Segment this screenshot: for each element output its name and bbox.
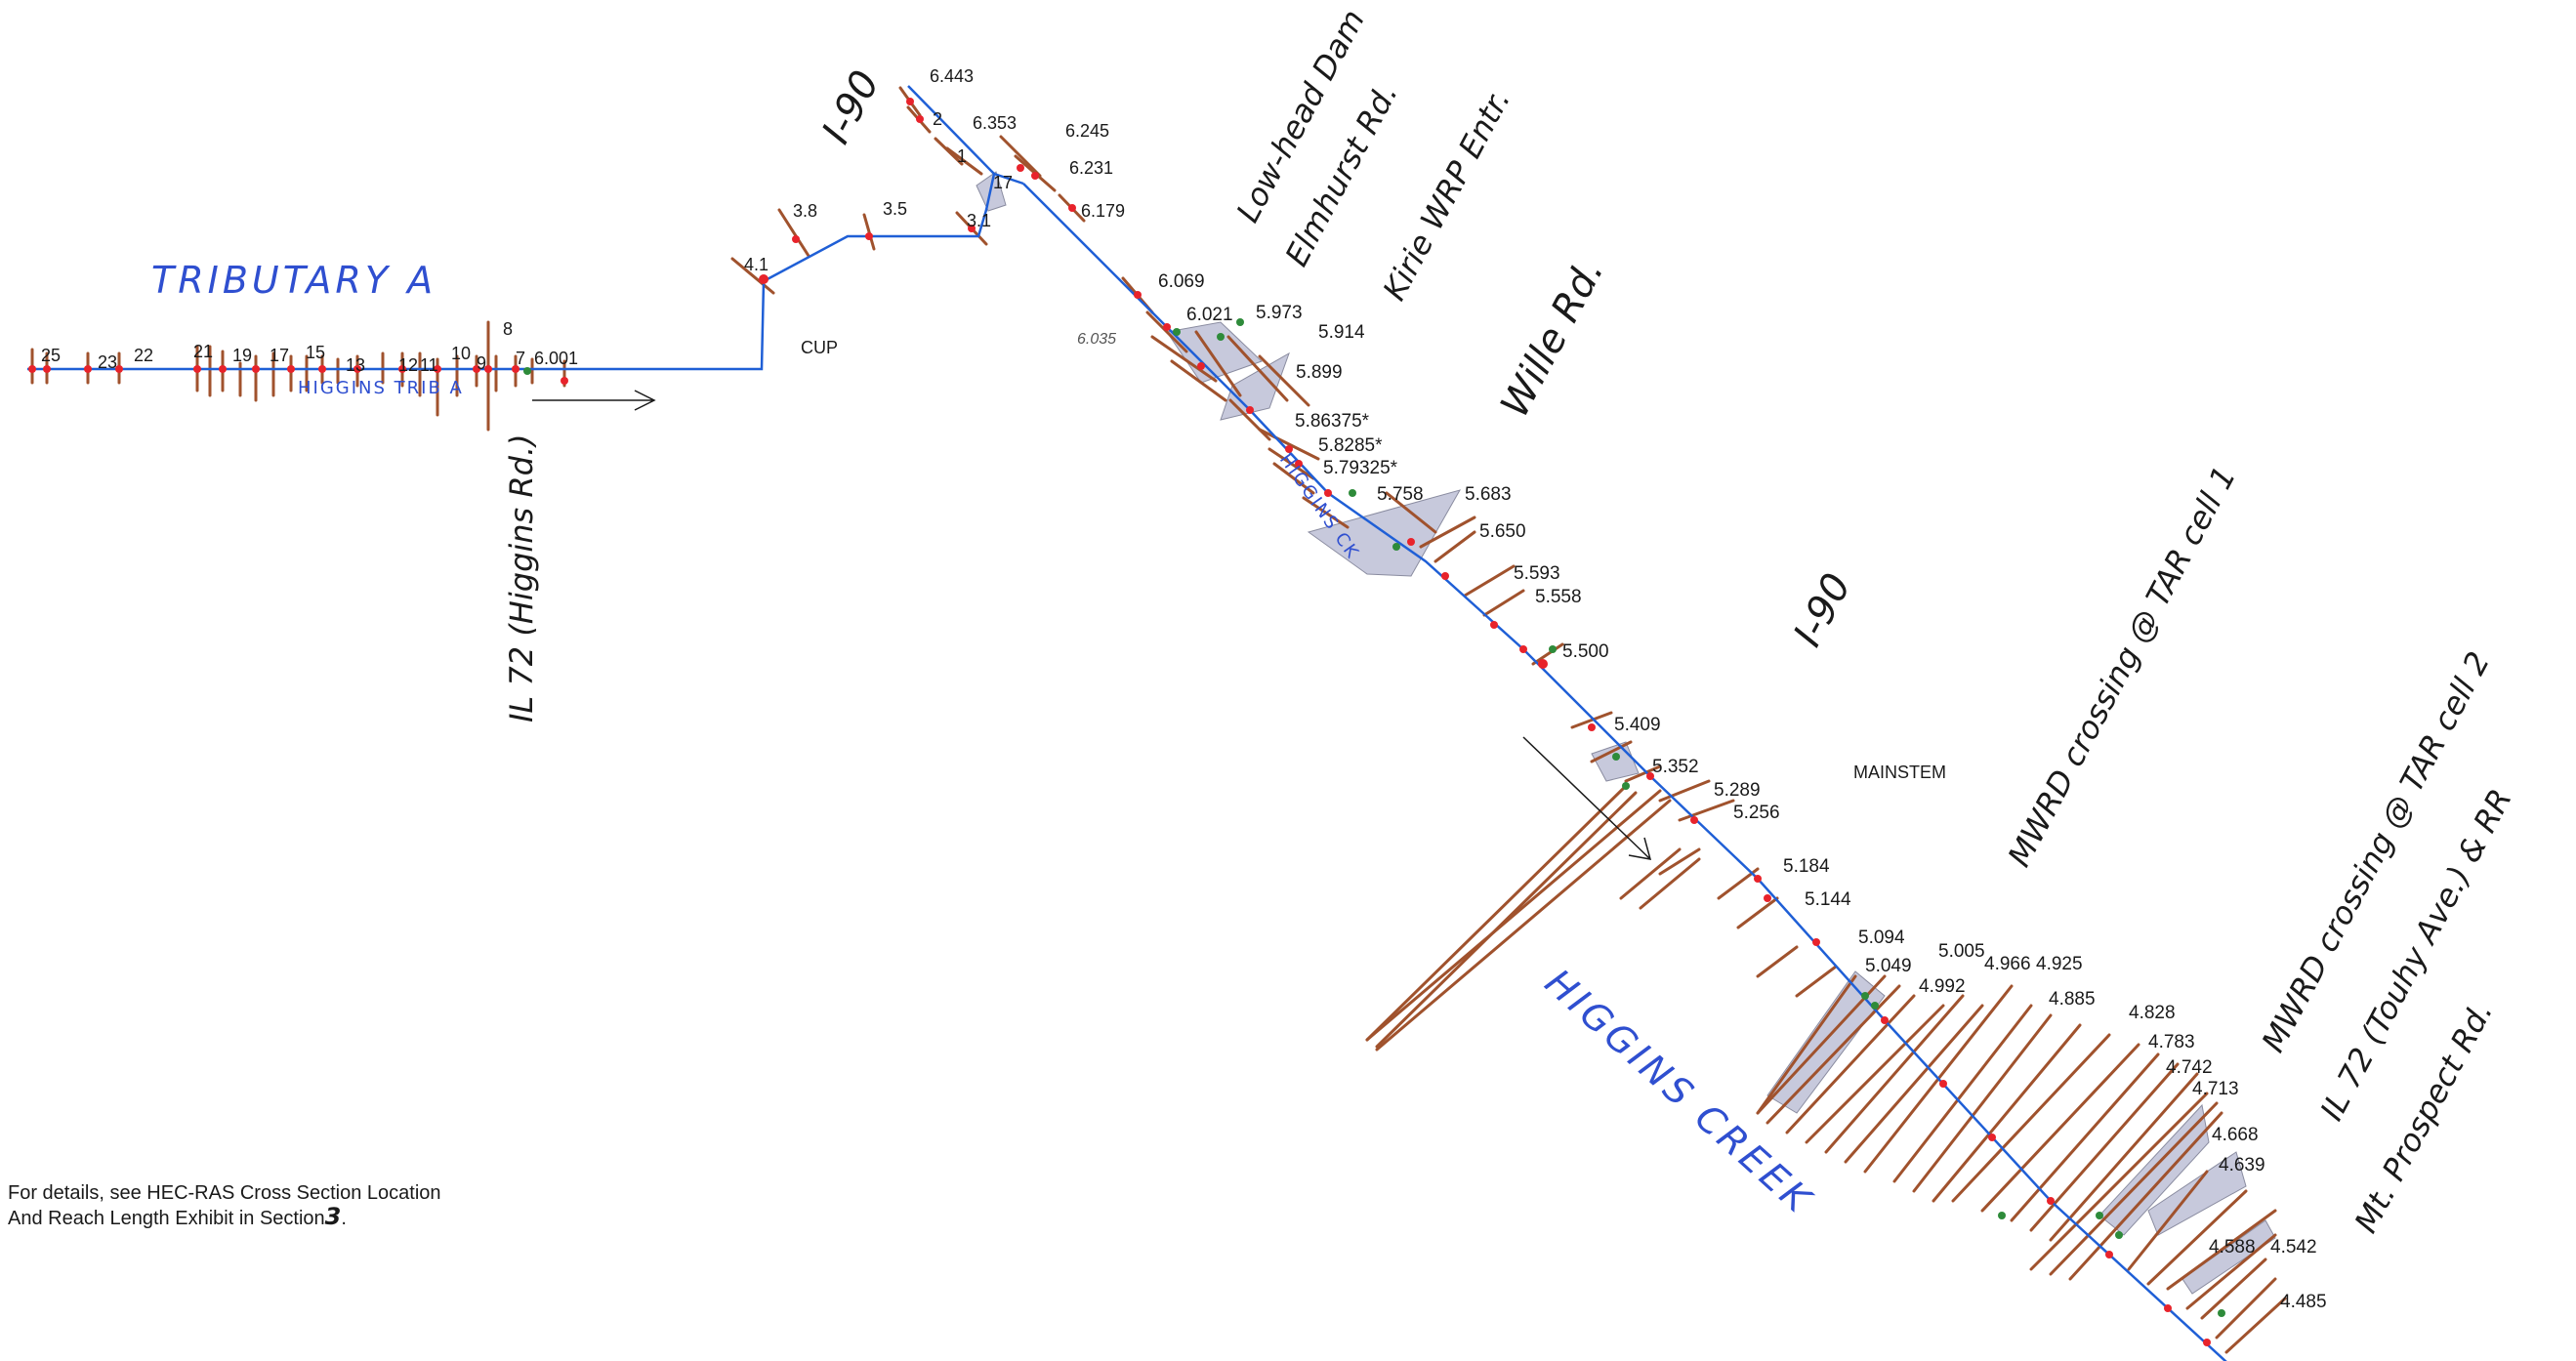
station-label: 3.5 — [883, 199, 907, 219]
station-label: 22 — [134, 346, 153, 365]
station-label: 15 — [306, 343, 325, 362]
station-label: 4.828 — [2129, 1003, 2176, 1023]
station-label: 5.558 — [1535, 587, 1582, 607]
station-label: 4.588 — [2209, 1237, 2256, 1258]
details-note-line1: For details, see HEC-RAS Cross Section L… — [8, 1182, 441, 1204]
mwrd1-label: MWRD crossing @ TAR cell 1 — [2001, 460, 2244, 872]
station-label: 4.639 — [2219, 1155, 2265, 1175]
station-label: 6.035 — [1077, 331, 1116, 348]
station-label: 4.925 — [2036, 954, 2083, 974]
main-station-labels: 6.069 6.035 6.021 5.973 5.914 5.899 5.86… — [1077, 271, 2327, 1312]
wille-label: Wille Rd. — [1492, 252, 1612, 425]
station-label: 4.485 — [2280, 1292, 2327, 1312]
upper-station-labels: 4.1 3.8 3.5 3.1 6.443 2 1 6.353 6.245 17… — [744, 66, 1125, 274]
station-label: 4.713 — [2192, 1079, 2239, 1099]
station-label: 6.179 — [1081, 201, 1125, 221]
station-label: 4.668 — [2212, 1125, 2259, 1145]
tributary-channel — [27, 172, 1024, 371]
upper-channel — [907, 85, 995, 175]
details-note: For details, see HEC-RAS Cross Section L… — [8, 1181, 441, 1230]
kirie-label: Kirie WRP Entr. — [1376, 83, 1518, 306]
details-note-line2-text: And Reach Length Exhibit in Section — [8, 1208, 325, 1229]
il72-higgins-label: IL 72 (Higgins Rd.) — [503, 433, 540, 722]
cup-label: CUP — [801, 338, 838, 357]
i90-lower-label: I-90 — [1785, 566, 1860, 654]
structure-mt-prospect — [2181, 1219, 2276, 1295]
station-label: 5.899 — [1296, 362, 1343, 383]
higgins-trib-a-label: HIGGINS TRIB A — [298, 378, 464, 398]
station-label: 6.021 — [1186, 305, 1233, 325]
station-label: 5.289 — [1714, 780, 1761, 801]
station-label: 4.966 — [1984, 954, 2031, 974]
station-label: 25 — [41, 346, 61, 365]
station-label: 6.443 — [930, 66, 974, 86]
station-label: 4.1 — [744, 255, 769, 274]
station-label: 6.245 — [1065, 121, 1109, 141]
station-label: 5.049 — [1865, 956, 1912, 976]
station-label: 5.8285* — [1318, 435, 1383, 456]
mainstem-label: MAINSTEM — [1853, 763, 1946, 782]
station-label: 5.973 — [1256, 303, 1303, 323]
station-label: 7 — [516, 349, 525, 368]
green-markers — [523, 318, 2225, 1317]
station-label: 17 — [993, 173, 1013, 192]
structure-low-head-dam — [1166, 321, 1263, 384]
station-label: 6.069 — [1158, 271, 1205, 292]
station-label: 3.8 — [793, 201, 817, 221]
station-label: 8 — [503, 319, 513, 339]
station-label: 4.885 — [2049, 989, 2096, 1010]
station-label: 12 — [398, 355, 418, 375]
station-label: 5.79325* — [1323, 458, 1398, 478]
station-label: 5.650 — [1479, 521, 1526, 542]
section-number: 3 — [324, 1203, 342, 1230]
station-label: 6.353 — [973, 113, 1017, 133]
station-label: 5.256 — [1733, 803, 1780, 823]
station-label: 17 — [270, 346, 289, 365]
station-label: 6.231 — [1069, 158, 1113, 178]
station-label: 19 — [232, 346, 252, 365]
station-label: 5.409 — [1614, 715, 1661, 735]
flow-arrow-main — [1522, 736, 1652, 860]
long-overbank-sections — [1365, 784, 1857, 1115]
station-label: 3.1 — [967, 211, 991, 230]
station-label: 23 — [98, 352, 117, 372]
station-label: 4.742 — [2166, 1057, 2213, 1078]
station-label: 5.593 — [1514, 563, 1560, 584]
station-label: 4.992 — [1919, 976, 1966, 997]
station-label: 5.005 — [1938, 941, 1985, 962]
station-label: 5.86375* — [1295, 411, 1370, 432]
trib-station-labels: 25 23 22 21 19 17 15 13 12 11 10 9 8 7 6… — [41, 319, 578, 375]
structure-i90-lower — [1591, 741, 1640, 782]
details-note-line2: And Reach Length Exhibit in Section3. — [8, 1205, 441, 1230]
details-note-end: . — [341, 1208, 347, 1229]
station-label: 11 — [420, 355, 438, 375]
station-label: 1 — [957, 146, 967, 166]
flow-arrows — [532, 390, 1652, 860]
flow-arrow-tributary — [532, 390, 656, 411]
station-label: 5.683 — [1465, 484, 1512, 505]
station-label: 9 — [477, 353, 486, 373]
tributary-a-label: TRIBUTARY A — [151, 259, 436, 302]
station-label: 21 — [193, 342, 213, 361]
station-label: 4.783 — [2148, 1032, 2195, 1052]
station-label: 5.184 — [1783, 856, 1830, 877]
station-label: 5.144 — [1805, 889, 1851, 910]
station-label: 6.001 — [534, 349, 578, 368]
station-label: 5.500 — [1562, 641, 1609, 662]
i90-upper-label: I-90 — [813, 63, 889, 151]
station-nodes — [28, 98, 2211, 1346]
station-label: 5.758 — [1377, 484, 1424, 505]
station-label: 5.914 — [1318, 322, 1365, 343]
station-label: 5.094 — [1858, 928, 1905, 948]
il72-touhy-label: IL 72 (Touhy Ave.) & RR — [2313, 783, 2519, 1127]
station-label: 4.542 — [2270, 1237, 2317, 1258]
station-label: 13 — [346, 355, 365, 375]
station-label: 5.352 — [1652, 757, 1699, 777]
station-label: 10 — [451, 344, 471, 363]
station-label: 2 — [933, 109, 942, 129]
